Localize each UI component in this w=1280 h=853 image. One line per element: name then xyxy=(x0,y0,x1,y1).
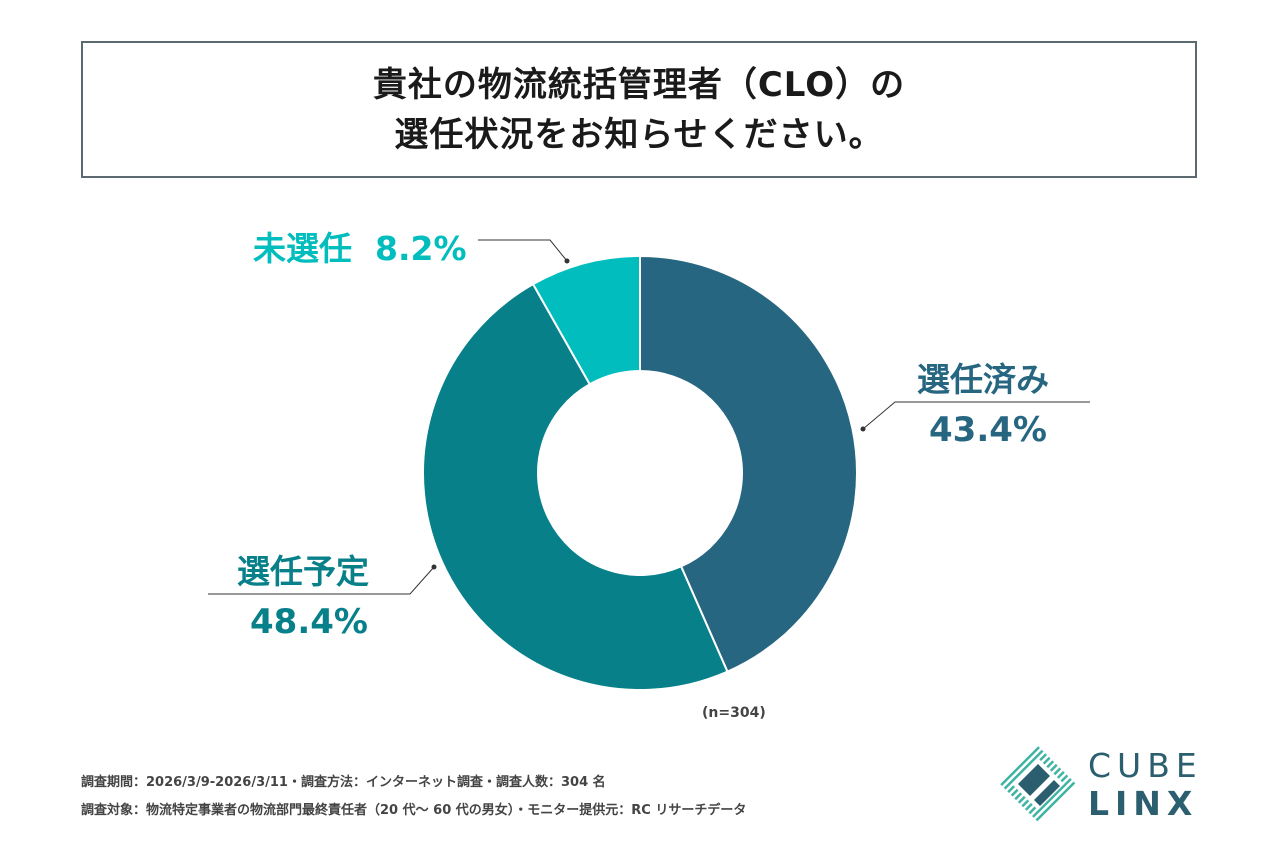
label-planned-name: 選任予定 xyxy=(237,552,369,591)
donut-slice-selected xyxy=(639,254,858,673)
logo-mark-icon xyxy=(1000,746,1076,822)
title-line-1: 貴社の物流統括管理者（CLO）の xyxy=(372,64,906,105)
leader-dot-unselected xyxy=(564,258,570,264)
logo-word-linx: LINX xyxy=(1088,784,1199,823)
label-unselected: 未選任 8.2% xyxy=(253,222,467,270)
label-planned-pct: 48.4% xyxy=(250,602,368,642)
label-unselected-name: 未選任 xyxy=(253,229,352,268)
leader-line-planned xyxy=(208,566,435,595)
leader-dot-planned xyxy=(431,564,437,570)
donut-slice-unselected xyxy=(531,254,641,386)
footnote-survey: 調査期間：2026/3/9-2026/3/11・調査方法：インターネット調査・調… xyxy=(81,775,606,790)
logo-word-cube: CUBE xyxy=(1088,746,1203,785)
sample-size: (n=304) xyxy=(702,705,766,721)
donut-slice-planned xyxy=(422,282,729,691)
label-selected-name: 選任済み xyxy=(917,360,1049,399)
label-unselected-pct: 8.2% xyxy=(374,229,467,268)
leader-line-unselected xyxy=(478,239,568,262)
footnote-target: 調査対象：物流特定事業者の物流部門最終責任者（20 代～ 60 代の男女）・モニ… xyxy=(81,803,747,818)
cube-linx-logo: CUBE LINX xyxy=(998,744,1198,824)
title-line-2: 選任状況をお知らせください。 xyxy=(394,114,884,155)
leader-dot-selected xyxy=(860,426,866,432)
leader-line-selected xyxy=(862,401,1090,430)
title-box: 貴社の物流統括管理者（CLO）の 選任状況をお知らせください。 xyxy=(81,41,1197,178)
label-selected-pct: 43.4% xyxy=(929,410,1047,450)
